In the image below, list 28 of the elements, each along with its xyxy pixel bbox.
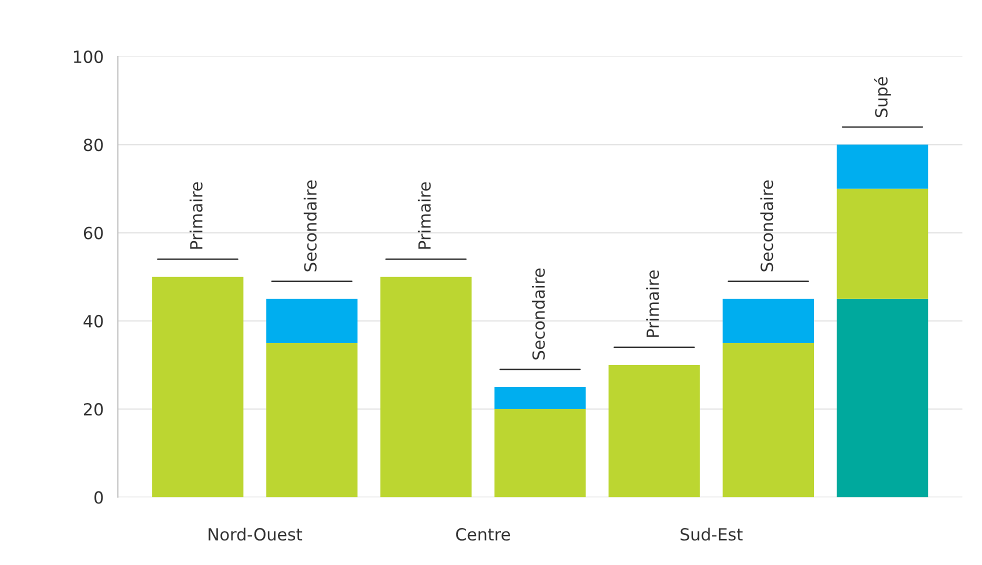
y-tick-label: 80: [84, 138, 103, 152]
bar: [380, 276, 472, 498]
bar: [722, 342, 814, 498]
y-tick-label: 0: [94, 491, 103, 504]
bar: [836, 298, 928, 498]
bar: [722, 298, 814, 343]
x-tick-label: Primaire: [418, 182, 431, 249]
y-tick-label: 60: [84, 226, 103, 240]
bar: [836, 144, 928, 189]
x-tick-label: Primaire: [190, 182, 203, 249]
x-tick-label: Supé: [874, 77, 891, 118]
x-tick-label: Secondaire: [760, 180, 774, 272]
text: Sud-Est: [680, 528, 743, 541]
text: Nord-Ouest: [208, 528, 302, 541]
x-tick-label: Secondaire: [532, 268, 545, 360]
y-tick-label: 40: [84, 314, 103, 328]
bar: [494, 409, 586, 498]
bar: [608, 364, 700, 498]
bar: [836, 188, 928, 299]
x-tick-label: Primaire: [646, 270, 660, 337]
bar: [266, 298, 358, 343]
y-tick-label: 20: [84, 403, 103, 416]
bar: [266, 342, 358, 498]
bar: [152, 276, 244, 498]
y-tick-label: 100: [74, 50, 103, 64]
bar: [494, 387, 586, 410]
text: Centre: [456, 528, 510, 541]
x-tick-label: Secondaire: [304, 180, 317, 272]
